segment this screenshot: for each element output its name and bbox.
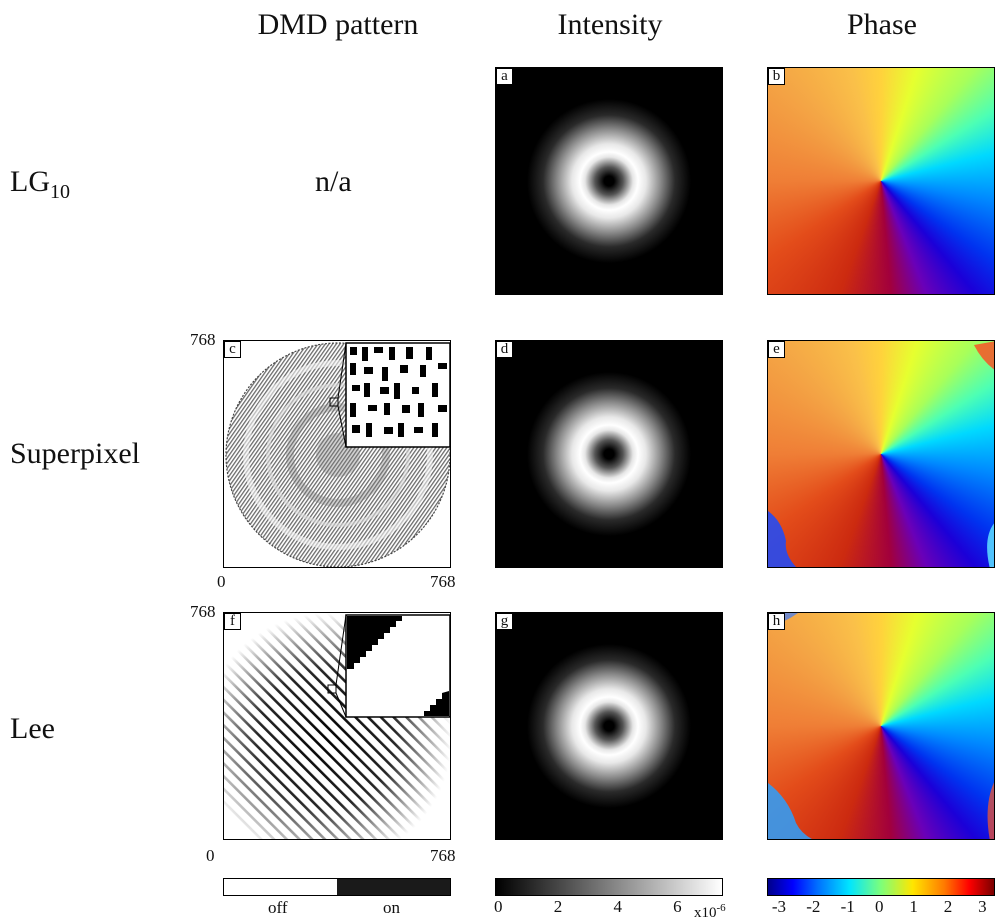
row-header-lee: Lee (10, 712, 55, 745)
dmd-not-applicable: n/a (315, 165, 352, 198)
intensity-tick-0: 0 (494, 897, 503, 916)
axis-f-xmax: 768 (430, 846, 456, 865)
dmd-panel-lee: f (223, 612, 451, 840)
colorbar-intensity (495, 878, 723, 896)
colorbar-dmd-label-off: off (268, 898, 288, 917)
intensity-tick-1: 2 (553, 897, 563, 916)
colorbar-phase (767, 878, 995, 896)
intensity-panel-superpixel: d (495, 340, 723, 568)
phase-panel-lee: h (767, 612, 995, 840)
panel-label-d: d (496, 341, 513, 358)
axis-c-xmax: 768 (430, 572, 456, 591)
column-header-dmd: DMD pattern (257, 8, 419, 41)
dmd-panel-superpixel: c (223, 340, 451, 568)
panel-label-h: h (768, 613, 785, 630)
phase-tick-0: -3 (771, 897, 786, 916)
axis-f-xmin: 0 (206, 846, 215, 865)
intensity-panel-lg: a (495, 67, 723, 295)
phase-panel-superpixel: e (767, 340, 995, 568)
panel-label-g: g (496, 613, 513, 630)
phase-tick-2: -1 (840, 897, 855, 916)
column-header-phase: Phase (847, 8, 917, 41)
colorbar-dmd-label-on: on (383, 898, 400, 917)
phase-tick-6: 3 (978, 897, 987, 916)
colorbar-intensity-multiplier: x10-6 (694, 902, 726, 922)
row-header-lg-sub: 10 (50, 181, 70, 203)
panel-label-a: a (496, 68, 513, 85)
axis-f-ymax: 768 (190, 602, 216, 621)
phase-tick-4: 1 (909, 897, 918, 916)
phase-tick-1: -2 (806, 897, 821, 916)
panel-label-e: e (768, 341, 785, 358)
panel-label-c: c (224, 341, 241, 358)
multiplier-base: x10 (694, 905, 717, 921)
lee-pattern (224, 613, 450, 839)
phase-tick-5: 2 (943, 897, 953, 916)
superpixel-pattern (225, 342, 450, 567)
phase-edge-artifacts-e (768, 341, 994, 567)
intensity-panel-lee: g (495, 612, 723, 840)
row-header-lg-main: LG (10, 165, 50, 198)
axis-c-xmin: 0 (217, 572, 226, 591)
intensity-tick-2: 4 (613, 897, 622, 916)
column-header-intensity: Intensity (557, 8, 663, 41)
colorbar-dmd (223, 878, 451, 896)
row-header-lg: LG10 (10, 165, 70, 204)
phase-tick-3: 0 (875, 897, 884, 916)
intensity-tick-3: 6 (673, 897, 682, 916)
phase-edge-artifacts-h (768, 613, 994, 839)
multiplier-exponent: -6 (716, 902, 726, 914)
panel-label-b: b (768, 68, 785, 85)
phase-panel-lg: b (767, 67, 995, 295)
row-header-superpixel: Superpixel (10, 437, 140, 470)
panel-label-f: f (224, 613, 241, 630)
axis-c-ymax: 768 (190, 330, 216, 349)
